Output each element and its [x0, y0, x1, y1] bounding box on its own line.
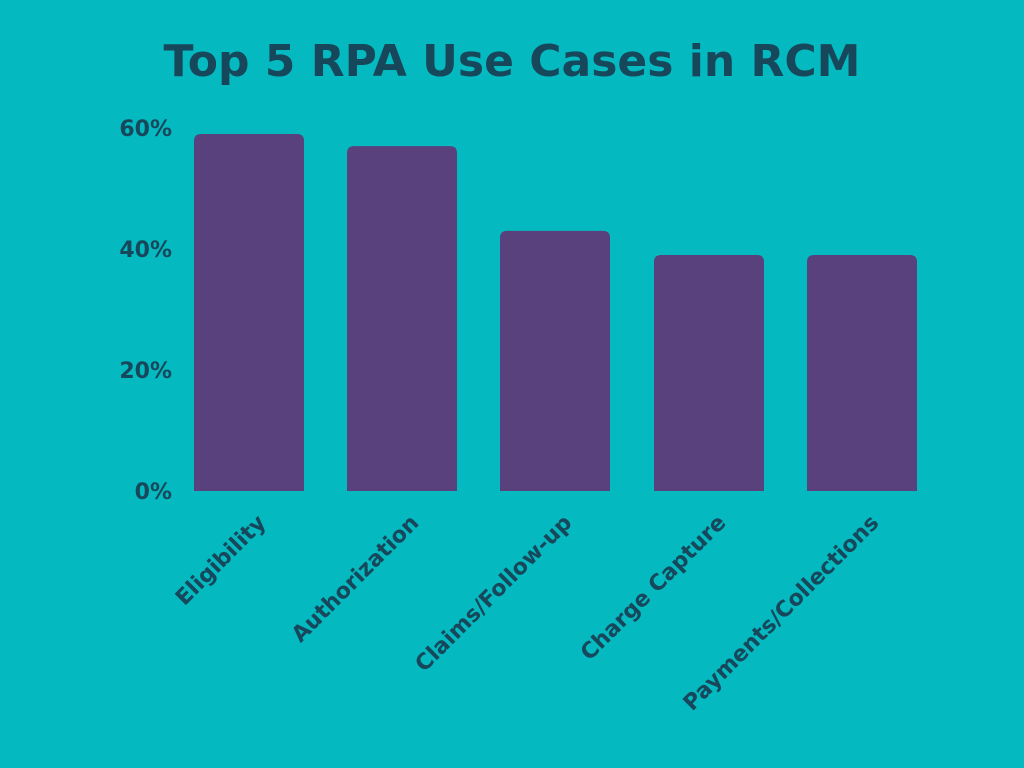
y-axis-ticks: 0% 20% 40% 60%	[119, 117, 172, 505]
chart-title: Top 5 RPA Use Cases in RCM	[164, 36, 861, 87]
bars	[194, 134, 917, 492]
y-tick-label: 20%	[119, 359, 172, 384]
bar-eligibility	[194, 134, 304, 492]
bar-payments-collections	[807, 255, 917, 491]
y-tick-label: 0%	[135, 480, 172, 505]
y-tick-label: 60%	[119, 117, 172, 142]
y-tick-label: 40%	[119, 238, 172, 263]
bar-claims-follow-up	[500, 230, 610, 491]
bar-authorization	[347, 146, 457, 491]
bar-charge-capture	[654, 255, 764, 491]
